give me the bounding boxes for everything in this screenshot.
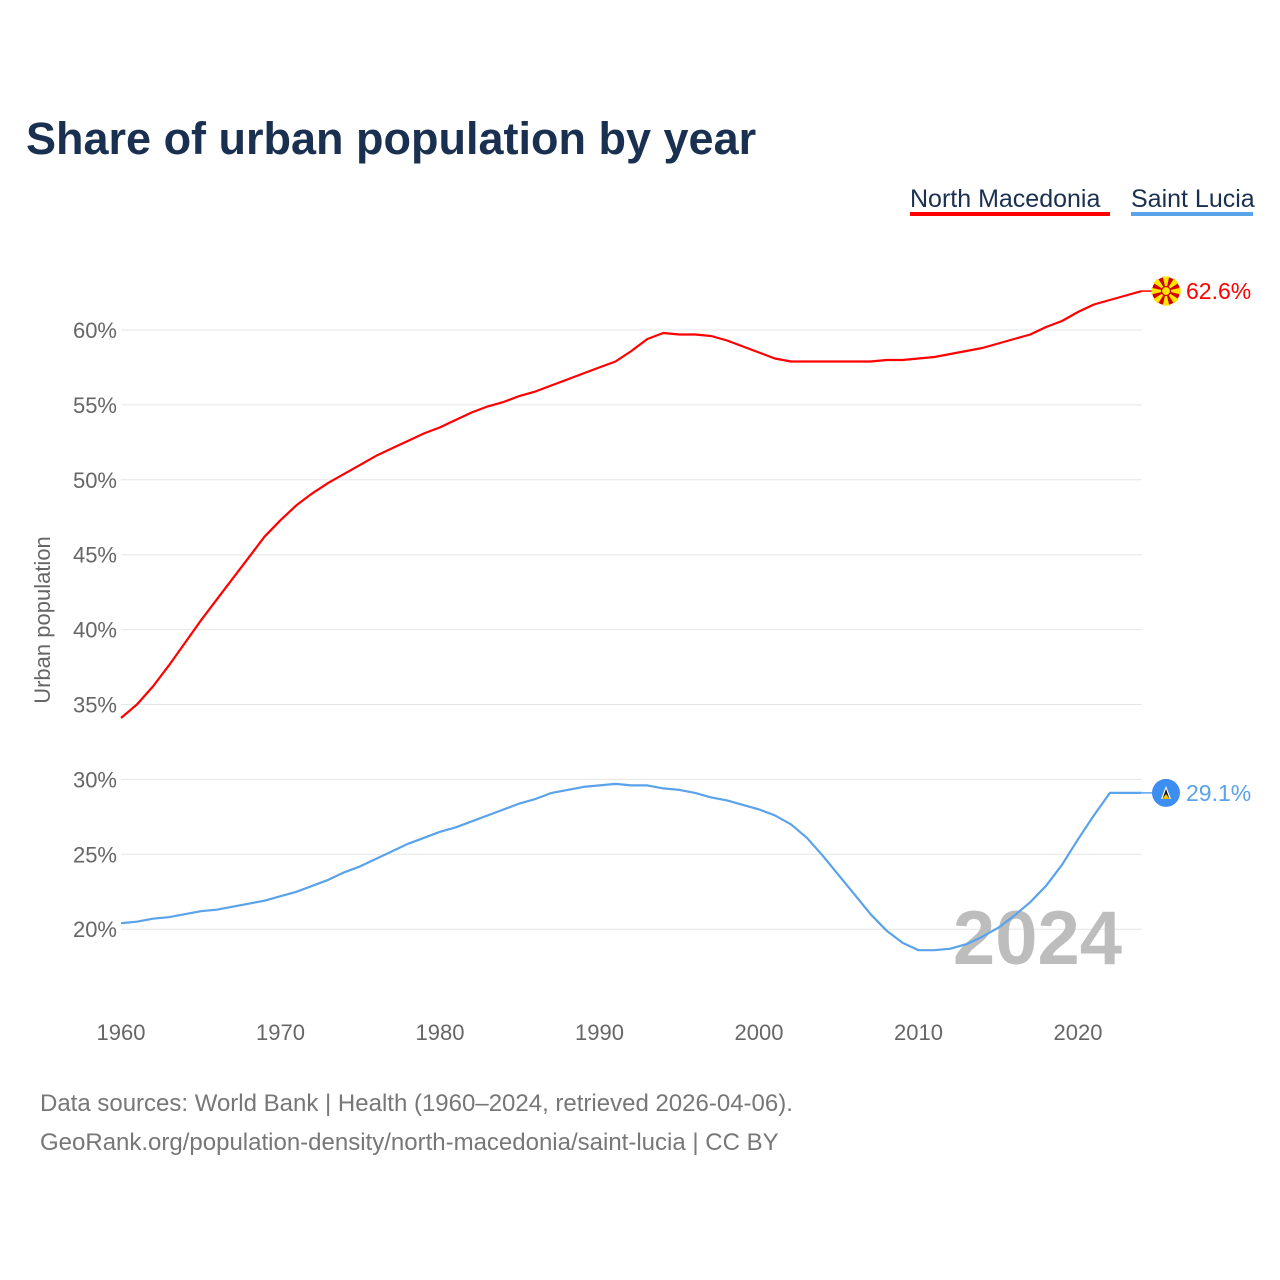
flag-ray — [1162, 276, 1170, 292]
y-tick-label: 40% — [73, 618, 117, 643]
series-line-1 — [120, 782, 1142, 952]
y-tick-label: 50% — [73, 468, 117, 493]
flag-triangle-gold — [1162, 793, 1170, 799]
x-tick-label: 1960 — [97, 1020, 146, 1045]
y-tick-label: 20% — [73, 917, 117, 942]
legend-swatch — [1131, 212, 1253, 216]
y-tick-label: 55% — [73, 393, 117, 418]
footer-url[interactable]: GeoRank.org/population-density/north-mac… — [40, 1129, 779, 1156]
flag-ray — [1162, 291, 1170, 306]
year-watermark: 2024 — [953, 896, 1122, 981]
end-value-label: 62.6% — [1186, 278, 1251, 304]
x-tick-label: 1990 — [575, 1020, 624, 1045]
y-tick-label: 60% — [73, 318, 117, 343]
y-tick-label: 25% — [73, 842, 117, 867]
legend-item-north-macedonia[interactable]: North Macedonia — [910, 185, 1100, 213]
flag-ray — [1151, 287, 1166, 295]
flag-sun — [1160, 285, 1172, 297]
y-tick-label: 35% — [73, 693, 117, 718]
y-axis-label: Urban population — [30, 536, 55, 704]
x-tick-label: 1970 — [256, 1020, 305, 1045]
north-macedonia-flag-icon — [1151, 276, 1181, 306]
chart-title: Share of urban population by year — [26, 113, 756, 164]
end-value-label: 29.1% — [1186, 780, 1251, 806]
x-tick-label: 2010 — [894, 1020, 943, 1045]
x-tick-label: 2000 — [735, 1020, 784, 1045]
footer-source: Data sources: World Bank | Health (1960–… — [40, 1090, 793, 1117]
flag-ray — [1166, 287, 1181, 295]
y-tick-label: 30% — [73, 767, 117, 792]
x-tick-label: 1980 — [416, 1020, 465, 1045]
series-line-0 — [120, 290, 1143, 719]
legend-swatch — [910, 212, 1110, 216]
x-tick-label: 2020 — [1054, 1020, 1103, 1045]
legend-item-saint-lucia[interactable]: Saint Lucia — [1131, 185, 1255, 213]
legend: North Macedonia Saint Lucia — [910, 185, 1255, 216]
y-tick-label: 45% — [73, 543, 117, 568]
saint-lucia-flag-icon — [1152, 778, 1180, 807]
